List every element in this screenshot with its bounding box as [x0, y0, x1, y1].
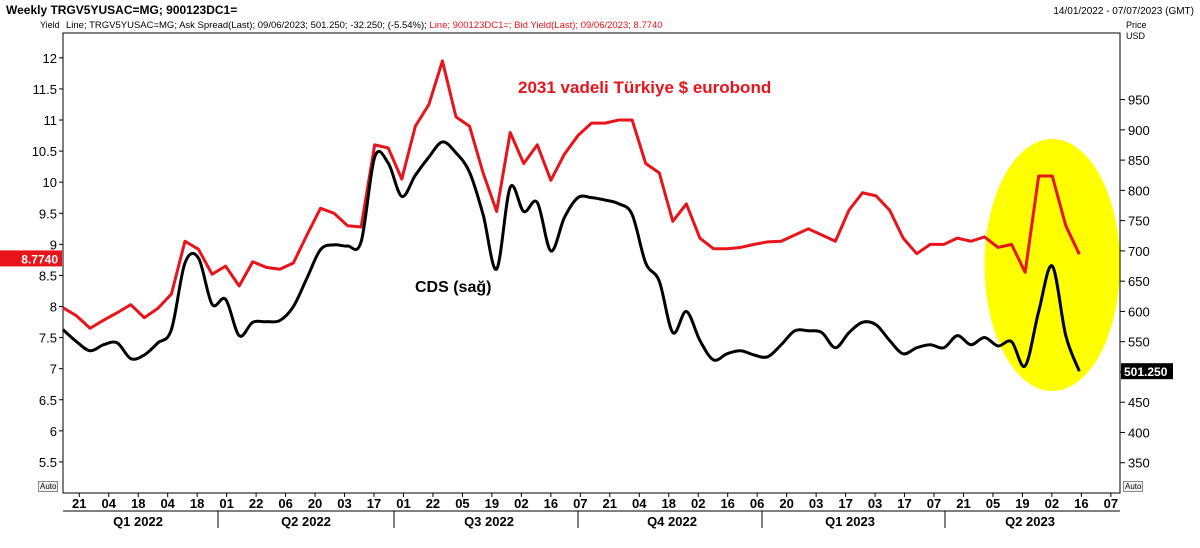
- left-axis-tick-label: 12: [43, 51, 57, 66]
- x-axis-tick-label: 07: [927, 496, 941, 511]
- left-axis-tick-label: 9: [50, 237, 57, 252]
- right-axis-tick-label: 400: [1128, 425, 1150, 440]
- right-axis-tick-label: 750: [1128, 214, 1150, 229]
- x-axis-tick-label: 03: [868, 496, 882, 511]
- legend: Line; TRGV5YUSAC=MG; Ask Spread(Last); 0…: [66, 20, 663, 31]
- right-axis-tick-label: 650: [1128, 274, 1150, 289]
- x-axis-tick-label: 16: [1074, 496, 1088, 511]
- x-axis-tick-label: 07: [1104, 496, 1118, 511]
- right-axis-tick-label: 700: [1128, 244, 1150, 259]
- legend-series-cds: Line; TRGV5YUSAC=MG; Ask Spread(Last); 0…: [66, 20, 427, 31]
- right-axis-tick-label: 850: [1128, 153, 1150, 168]
- left-axis-tick-label: 6: [50, 424, 57, 439]
- x-axis-tick-label: 21: [72, 496, 86, 511]
- x-axis-tick-label: 20: [779, 496, 793, 511]
- x-axis-tick-label: 17: [367, 496, 381, 511]
- x-axis-tick-label: 04: [632, 496, 647, 511]
- x-axis-tick-label: 17: [897, 496, 911, 511]
- x-axis-tick-label: 02: [691, 496, 705, 511]
- x-axis-tick-label: 01: [219, 496, 233, 511]
- right-axis-tick-label: 350: [1128, 456, 1150, 471]
- right-last-value-text: 501.250: [1124, 365, 1168, 379]
- right-axis-tick-label: 800: [1128, 183, 1150, 198]
- right-axis-tick-label: 950: [1128, 93, 1150, 108]
- left-last-value-tag: [0, 250, 62, 267]
- x-axis-tick-label: 18: [662, 496, 676, 511]
- plot-frame: [62, 32, 1121, 494]
- left-axis-tick-label: 9.5: [39, 206, 57, 221]
- quarter-label: Q4 2022: [647, 514, 697, 529]
- right-axis-unit: USD: [1126, 31, 1146, 41]
- auto-scale-right-button[interactable]: Auto: [1123, 481, 1144, 492]
- right-axis-tick-label: 450: [1128, 395, 1150, 410]
- x-axis-tick-label: 20: [308, 496, 322, 511]
- x-axis-tick-label: 17: [838, 496, 852, 511]
- chart-title: Weekly TRGV5YUSAC=MG; 900123DC1=: [6, 3, 238, 17]
- left-axis-tick-label: 6.5: [39, 393, 57, 408]
- cds-line: [61, 140, 1081, 372]
- left-axis-tick-label: 5.5: [39, 455, 57, 470]
- x-axis-tick-label: 16: [544, 496, 558, 511]
- quarter-label: Q2 2023: [1005, 514, 1055, 529]
- eurobond-annotation: 2031 vadeli Türkiye $ eurobond: [518, 78, 771, 97]
- left-axis-tick-label: 10.5: [32, 144, 57, 159]
- right-axis-title-text: Price: [1126, 20, 1147, 30]
- x-axis-tick-label: 18: [190, 496, 204, 511]
- left-axis-tick-label: 8: [50, 300, 57, 315]
- x-axis-tick-label: 01: [396, 496, 410, 511]
- x-axis-tick-label: 22: [249, 496, 263, 511]
- left-axis-title: Yield: [40, 20, 60, 30]
- x-axis-tick-label: 21: [603, 496, 617, 511]
- left-axis-tick-label: 11: [44, 113, 58, 128]
- x-axis-tick-label: 16: [720, 496, 734, 511]
- left-axis-tick-label: 10: [43, 175, 57, 190]
- x-axis-tick-label: 02: [514, 496, 528, 511]
- legend-series-eurobond: Line; 900123DC1=; Bid Yield(Last); 09/06…: [429, 20, 663, 31]
- left-axis-tick-label: 8.5: [39, 268, 57, 283]
- quarter-label: Q1 2023: [825, 514, 875, 529]
- quarter-label: Q1 2022: [113, 514, 163, 529]
- quarter-label: Q2 2022: [281, 514, 331, 529]
- right-axis-title: Price USD: [1126, 20, 1147, 42]
- right-axis-tick-label: 600: [1128, 304, 1150, 319]
- x-axis-tick-label: 06: [750, 496, 764, 511]
- x-axis-tick-label: 22: [426, 496, 440, 511]
- x-axis-tick-label: 03: [337, 496, 351, 511]
- left-axis-tick-label: 7.5: [39, 331, 57, 346]
- x-axis-tick-label: 19: [485, 496, 499, 511]
- right-last-value-tag: [1121, 363, 1173, 380]
- x-axis-tick-label: 03: [809, 496, 823, 511]
- auto-scale-left-button[interactable]: Auto: [38, 481, 59, 492]
- x-axis-tick-label: 04: [160, 496, 175, 511]
- x-axis-tick-label: 05: [455, 496, 469, 511]
- date-range: 14/01/2022 - 07/07/2023 (GMT): [1053, 6, 1194, 17]
- x-axis-tick-label: 06: [278, 496, 292, 511]
- left-axis-tick-label: 11.5: [33, 82, 57, 97]
- x-axis-tick-label: 07: [573, 496, 587, 511]
- x-axis-tick-label: 18: [131, 496, 145, 511]
- x-axis-tick-label: 21: [956, 496, 970, 511]
- x-axis-tick-label: 19: [1015, 496, 1029, 511]
- left-last-value-text: 8.7740: [21, 252, 58, 266]
- right-axis-tick-label: 900: [1128, 123, 1150, 138]
- x-axis-tick-label: 04: [102, 496, 117, 511]
- left-axis-tick-label: 7: [50, 362, 57, 377]
- x-axis-tick-label: 02: [1045, 496, 1059, 511]
- quarter-label: Q3 2022: [464, 514, 514, 529]
- cds-annotation: CDS (sağ): [415, 279, 491, 296]
- right-axis-tick-label: 550: [1128, 335, 1150, 350]
- x-axis-tick-label: 05: [986, 496, 1000, 511]
- eurobond-yield-line: [62, 59, 1081, 330]
